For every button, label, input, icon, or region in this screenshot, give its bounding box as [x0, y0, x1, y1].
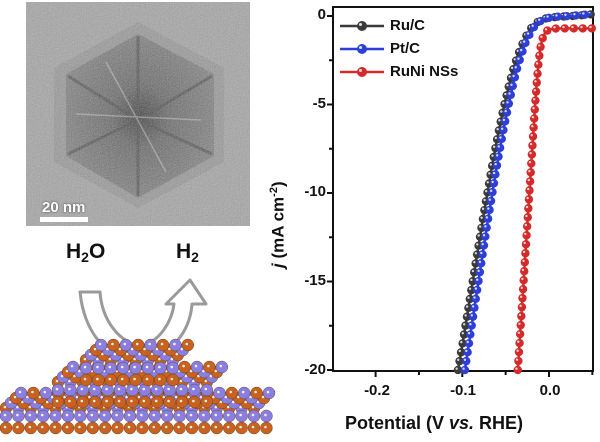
reactant-label: H2O: [66, 240, 106, 265]
data-series: [453, 10, 596, 375]
reaction-schematic: [0, 278, 276, 435]
legend-label-runi-nss: RuNi NSs: [390, 63, 459, 80]
x-tick-neg0.2: -0.2: [364, 382, 390, 399]
legend-label-pt-c: Pt/C: [390, 40, 420, 57]
scale-bar-label: 20 nm: [42, 199, 86, 216]
x-tick-0.0: 0.0: [539, 382, 561, 399]
legend-label-ru-c: Ru/C: [390, 17, 425, 34]
x-axis-label: Potential (V vs. RHE): [345, 413, 524, 433]
y-tick-5: -5: [312, 95, 326, 112]
tem-image: 20 nm: [26, 2, 250, 226]
x-tick-neg0.1: -0.1: [450, 382, 476, 399]
runi-nanosheet-atoms-icon: [0, 338, 276, 435]
y-tick-20: -20: [304, 361, 326, 378]
scale-bar: [40, 217, 88, 222]
y-tick-15: -15: [304, 272, 326, 289]
legend-markers: [340, 21, 384, 77]
product-label: H2: [176, 240, 199, 265]
axis-ticks: [327, 15, 594, 377]
tem-nanosheet-graphic: [26, 2, 250, 226]
y-tick-10: -10: [304, 183, 326, 200]
y-tick-0: 0: [317, 6, 326, 23]
y-axis-label: j (mA cm-2): [268, 181, 288, 268]
